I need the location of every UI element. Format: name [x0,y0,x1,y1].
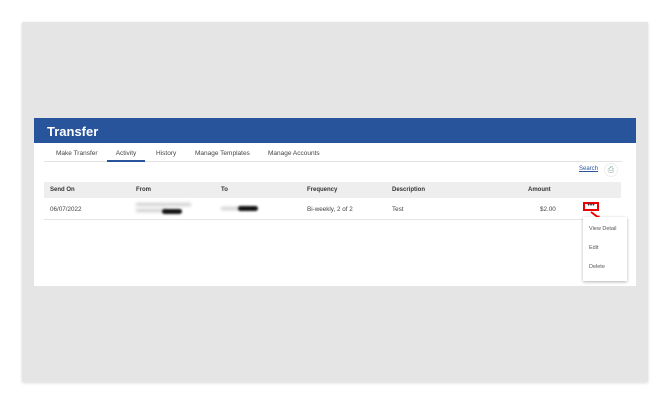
tab-activity[interactable]: Activity [107,150,145,162]
tab-manage-accounts[interactable]: Manage Accounts [268,150,320,157]
search-link[interactable]: Search [579,166,599,172]
amount-cell: $2.00 [540,206,556,213]
menu-item-delete[interactable]: Delete [589,264,605,270]
col-frequency: Frequency [307,187,338,193]
description-cell: Test [392,206,404,213]
tab-make-transfer[interactable]: Make Transfer [56,150,98,157]
tab-bar: Make Transfer Activity History Manage Te… [44,148,622,162]
menu-item-edit[interactable]: Edit [589,245,599,251]
more-options-button[interactable]: ••• [583,202,599,211]
col-to: To [221,187,228,193]
send-on-cell: 06/07/2022 [50,206,82,213]
page-title: Transfer [34,118,636,143]
print-icon[interactable]: ⎙ [604,163,618,177]
tab-manage-templates[interactable]: Manage Templates [195,150,250,157]
table-row[interactable]: 06/07/2022 Bi-weekly, 2 of 2 Test $2.00 [44,198,621,220]
transfer-card: Transfer Make Transfer Activity History … [34,118,636,286]
col-send-on: Send On [50,187,75,193]
menu-item-view-detail[interactable]: View Detail [589,226,617,232]
row-action-menu: View Detail Edit Delete [583,217,627,281]
col-amount: Amount [528,187,551,193]
col-from: From [136,187,151,193]
tab-history[interactable]: History [156,150,177,157]
table-header: Send On From To Frequency Description Am… [44,182,621,198]
frequency-cell: Bi-weekly, 2 of 2 [307,206,353,213]
col-description: Description [392,187,426,193]
